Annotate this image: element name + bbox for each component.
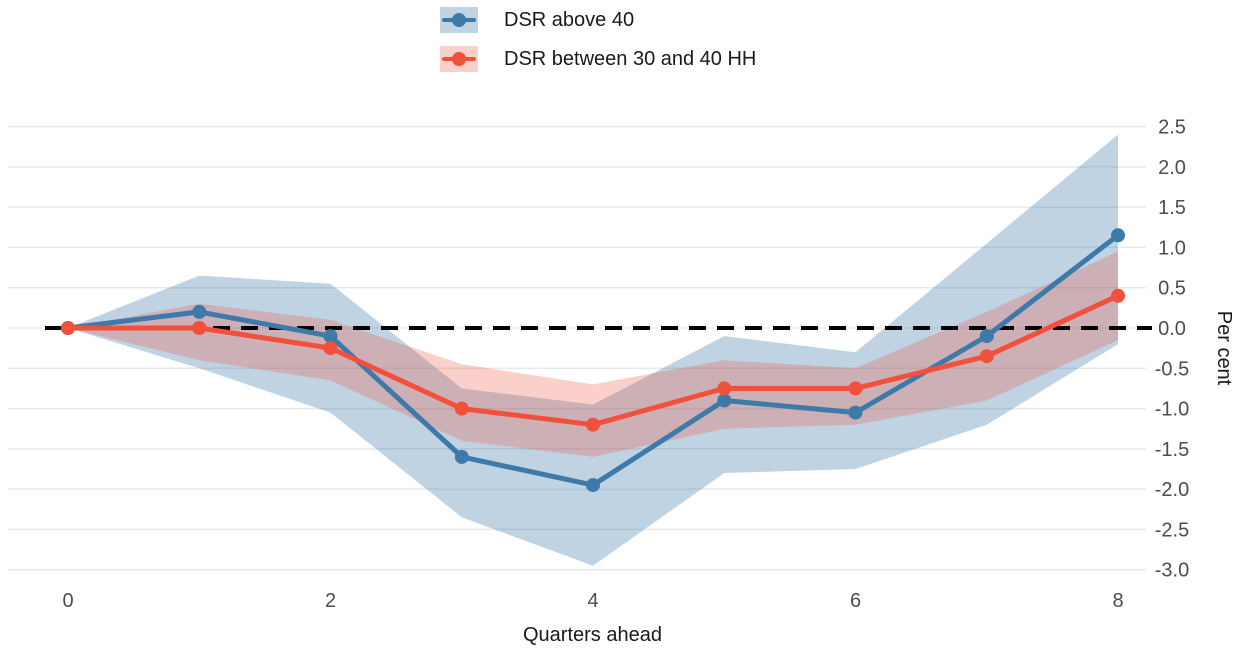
data-point xyxy=(979,329,994,344)
legend-label: DSR between 30 and 40 HH xyxy=(504,48,757,70)
legend-point-icon xyxy=(452,13,466,27)
x-tick-label: 6 xyxy=(850,590,861,612)
y-tick-label: -1.0 xyxy=(1155,399,1189,421)
data-point xyxy=(454,401,469,416)
data-point xyxy=(192,321,207,335)
x-axis-title: Quarters ahead xyxy=(523,624,662,646)
data-point xyxy=(1111,228,1125,243)
y-tick-label: -0.5 xyxy=(1155,358,1189,380)
data-point xyxy=(1111,288,1125,303)
x-tick-label: 0 xyxy=(62,590,73,612)
y-tick-label: -2.0 xyxy=(1155,479,1189,501)
y-tick-label: 2.0 xyxy=(1158,157,1186,179)
y-axis-title: Per cent xyxy=(1213,310,1235,386)
y-tick-label: -3.0 xyxy=(1155,560,1189,582)
y-tick-label: -1.5 xyxy=(1155,439,1189,461)
legend-item-dsr-between-30-40: DSR between 30 and 40 HH xyxy=(440,46,756,72)
data-point xyxy=(717,381,732,396)
x-tick-label: 2 xyxy=(325,590,336,612)
y-tick-label: 1.5 xyxy=(1158,197,1186,219)
data-point xyxy=(848,405,863,420)
y-tick-label: 2.5 xyxy=(1158,117,1186,139)
data-point xyxy=(586,478,600,493)
x-tick-label: 4 xyxy=(587,590,598,612)
data-point xyxy=(848,381,863,396)
data-point xyxy=(323,329,338,344)
x-tick-label: 8 xyxy=(1112,590,1123,612)
legend-item-dsr-above-40: DSR above 40 xyxy=(440,7,756,33)
data-point xyxy=(454,449,469,464)
data-point xyxy=(192,304,207,319)
y-tick-label: 0.0 xyxy=(1158,318,1186,340)
legend-label: DSR above 40 xyxy=(504,9,635,31)
y-tick-label: 1.0 xyxy=(1158,237,1186,259)
data-point xyxy=(586,417,600,432)
confidence-band-blue xyxy=(68,134,1118,566)
data-point xyxy=(979,349,994,364)
legend-key-blue-ribbon-icon xyxy=(440,7,478,33)
data-point xyxy=(717,393,732,408)
legend: DSR above 40 DSR between 30 and 40 HH xyxy=(440,7,756,72)
confidence-band-red xyxy=(68,251,1118,457)
data-point xyxy=(61,321,75,335)
legend-point-icon xyxy=(452,52,466,66)
y-tick-label: -2.5 xyxy=(1155,519,1189,541)
legend-key-red-ribbon-icon xyxy=(440,46,478,72)
y-tick-label: 0.5 xyxy=(1158,278,1186,300)
data-point xyxy=(323,341,338,356)
